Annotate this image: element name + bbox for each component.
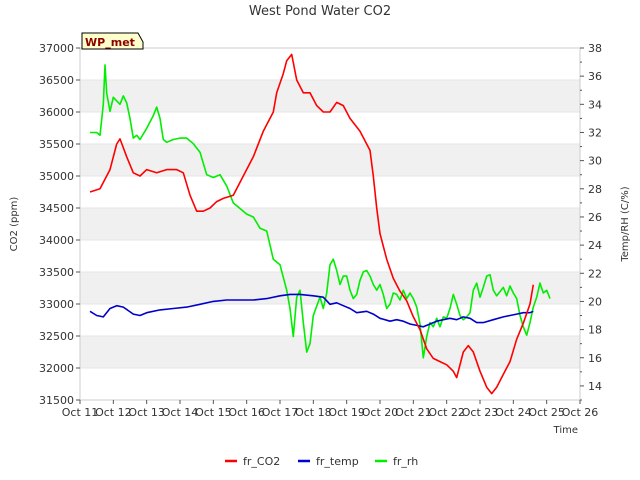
x-tick-label: Oct 18 xyxy=(295,406,332,419)
plot-frame xyxy=(79,47,581,401)
series-line-fr-rh xyxy=(90,64,551,359)
y-axis-left-label: CO2 (ppm) xyxy=(9,197,20,252)
y-left-tick-label: 37000 xyxy=(39,42,74,55)
grid-band xyxy=(80,208,580,240)
x-tick-label: Oct 19 xyxy=(328,406,365,419)
y-left-tick-label: 36500 xyxy=(39,74,74,87)
x-tick-label: Oct 12 xyxy=(95,406,132,419)
y-left-tick-label: 35000 xyxy=(39,170,74,183)
y-left-tick-label: 32500 xyxy=(39,330,74,343)
y-left-tick-label: 34000 xyxy=(39,234,74,247)
x-tick-label: Oct 14 xyxy=(162,406,199,419)
y-right-tick-label: 16 xyxy=(588,352,602,365)
badge: WP_met xyxy=(81,32,144,50)
x-tick-label: Oct 22 xyxy=(428,406,465,419)
y-right-tick-label: 14 xyxy=(588,380,602,393)
y-left-tick-label: 34500 xyxy=(39,202,74,215)
x-tick-label: Oct 25 xyxy=(528,406,565,419)
y-right-tick-label: 28 xyxy=(588,183,602,196)
badge-label: WP_met xyxy=(85,36,135,49)
badge-box xyxy=(81,32,144,50)
left-axis-ticks: 31500 32000 32500 33000 33500 34000 34500 35000… xyxy=(39,42,80,407)
x-axis-label: Time xyxy=(553,425,578,436)
y-right-tick-label: 34 xyxy=(588,98,602,111)
y-left-tick-label: 36000 xyxy=(39,106,74,119)
x-tick-label: Oct 21 xyxy=(395,406,432,419)
y-right-tick-label: 24 xyxy=(588,239,602,252)
grid-band xyxy=(80,144,580,176)
x-tick-label: Oct 20 xyxy=(362,406,399,419)
legend-label: fr_temp xyxy=(316,455,359,468)
y-right-tick-label: 22 xyxy=(588,267,602,280)
grid-band xyxy=(80,272,580,304)
x-tick-label: Oct 15 xyxy=(195,406,232,419)
chart-title: West Pond Water CO2 xyxy=(249,4,391,19)
series-line-fr-temp xyxy=(89,293,534,328)
grid-band xyxy=(80,336,580,368)
x-tick-label: Oct 26 xyxy=(562,406,599,419)
x-tick-label: Oct 16 xyxy=(228,406,265,419)
y-left-tick-label: 33500 xyxy=(39,266,74,279)
grid-band xyxy=(80,80,580,112)
y-right-tick-label: 32 xyxy=(588,126,602,139)
y-axis-right-label: Temp/RH (C/%) xyxy=(620,186,631,262)
series-lines xyxy=(89,53,551,395)
y-right-tick-label: 26 xyxy=(588,211,602,224)
right-axis-ticks: 14 16 18 20 22 24 26 28 30 32 34 36 38 xyxy=(580,42,602,401)
y-left-tick-label: 32000 xyxy=(39,362,74,375)
legend: fr_CO2 fr_temp fr_rh xyxy=(225,455,418,468)
x-tick-label: Oct 23 xyxy=(462,406,499,419)
y-right-tick-label: 36 xyxy=(588,70,602,83)
series-line-fr-CO2 xyxy=(89,53,535,395)
y-left-tick-label: 35500 xyxy=(39,138,74,151)
y-right-tick-label: 20 xyxy=(588,295,602,308)
y-right-tick-label: 30 xyxy=(588,155,602,168)
grid-bands xyxy=(80,47,580,401)
y-left-tick-label: 33000 xyxy=(39,298,74,311)
y-right-tick-label: 38 xyxy=(588,42,602,55)
x-tick-label: Oct 24 xyxy=(495,406,532,419)
x-tick-label: Oct 17 xyxy=(262,406,299,419)
y-left-tick-label: 31500 xyxy=(39,394,74,407)
y-right-tick-label: 18 xyxy=(588,324,602,337)
x-tick-label: Oct 11 xyxy=(62,406,99,419)
legend-label: fr_rh xyxy=(393,455,418,468)
x-tick-label: Oct 13 xyxy=(128,406,165,419)
legend-label: fr_CO2 xyxy=(243,455,280,468)
